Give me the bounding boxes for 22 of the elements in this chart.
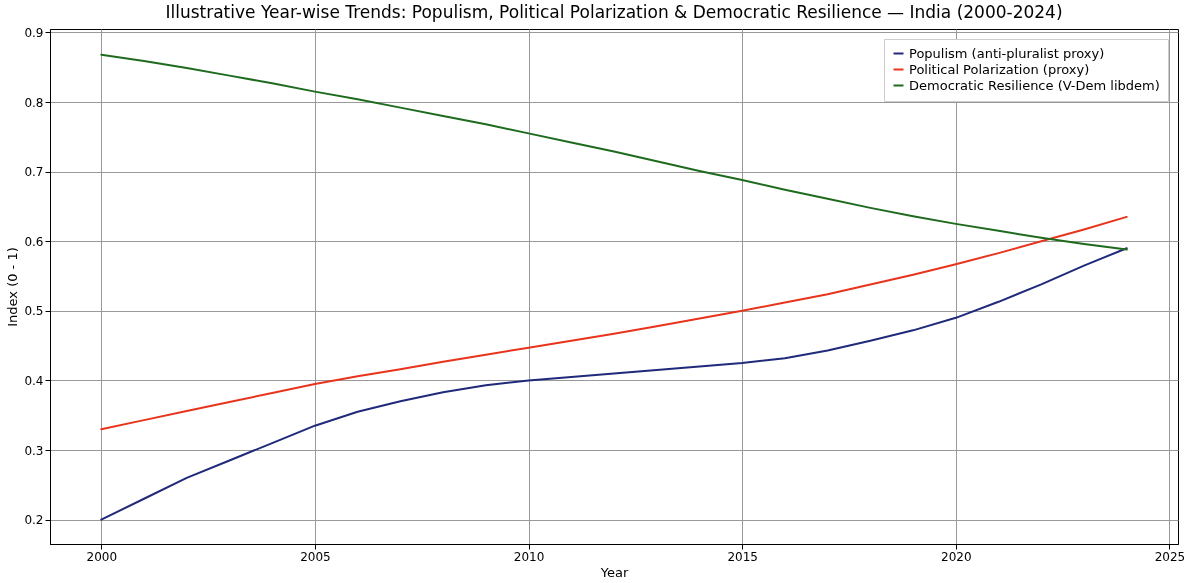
x-tick-label: 2015 [727,549,758,564]
x-axis-title: Year [599,564,629,580]
y-tick-label: 0.5 [24,304,44,319]
x-tick-label: 2005 [300,549,331,564]
legend-label: Populism (anti-pluralist proxy) [909,45,1105,61]
line-series [100,215,1128,431]
x-tick-label: 2010 [513,549,545,564]
legend-label: Democratic Resilience (V-Dem libdem) [909,77,1160,93]
line-series [100,247,1128,521]
legend-label: Political Polarization (proxy) [909,61,1090,77]
x-tick-label: 2025 [1154,549,1186,564]
y-axis-title: Index (0 - 1) [5,247,21,327]
chart-title: Illustrative Year-wise Trends: Populism, Political Polarization & Democratic Resilience — India (2000-2024) [165,2,1063,23]
y-tick-label: 0.4 [24,373,44,388]
x-tick-label: 2020 [941,549,972,564]
x-tick-label: 2000 [86,549,118,564]
y-tick-label: 0.9 [24,25,44,40]
y-tick-label: 0.8 [24,95,44,110]
y-tick-label: 0.7 [24,165,44,180]
y-tick-label: 0.2 [24,513,44,528]
y-tick-label: 0.3 [24,443,44,458]
y-tick-label: 0.6 [24,234,44,249]
